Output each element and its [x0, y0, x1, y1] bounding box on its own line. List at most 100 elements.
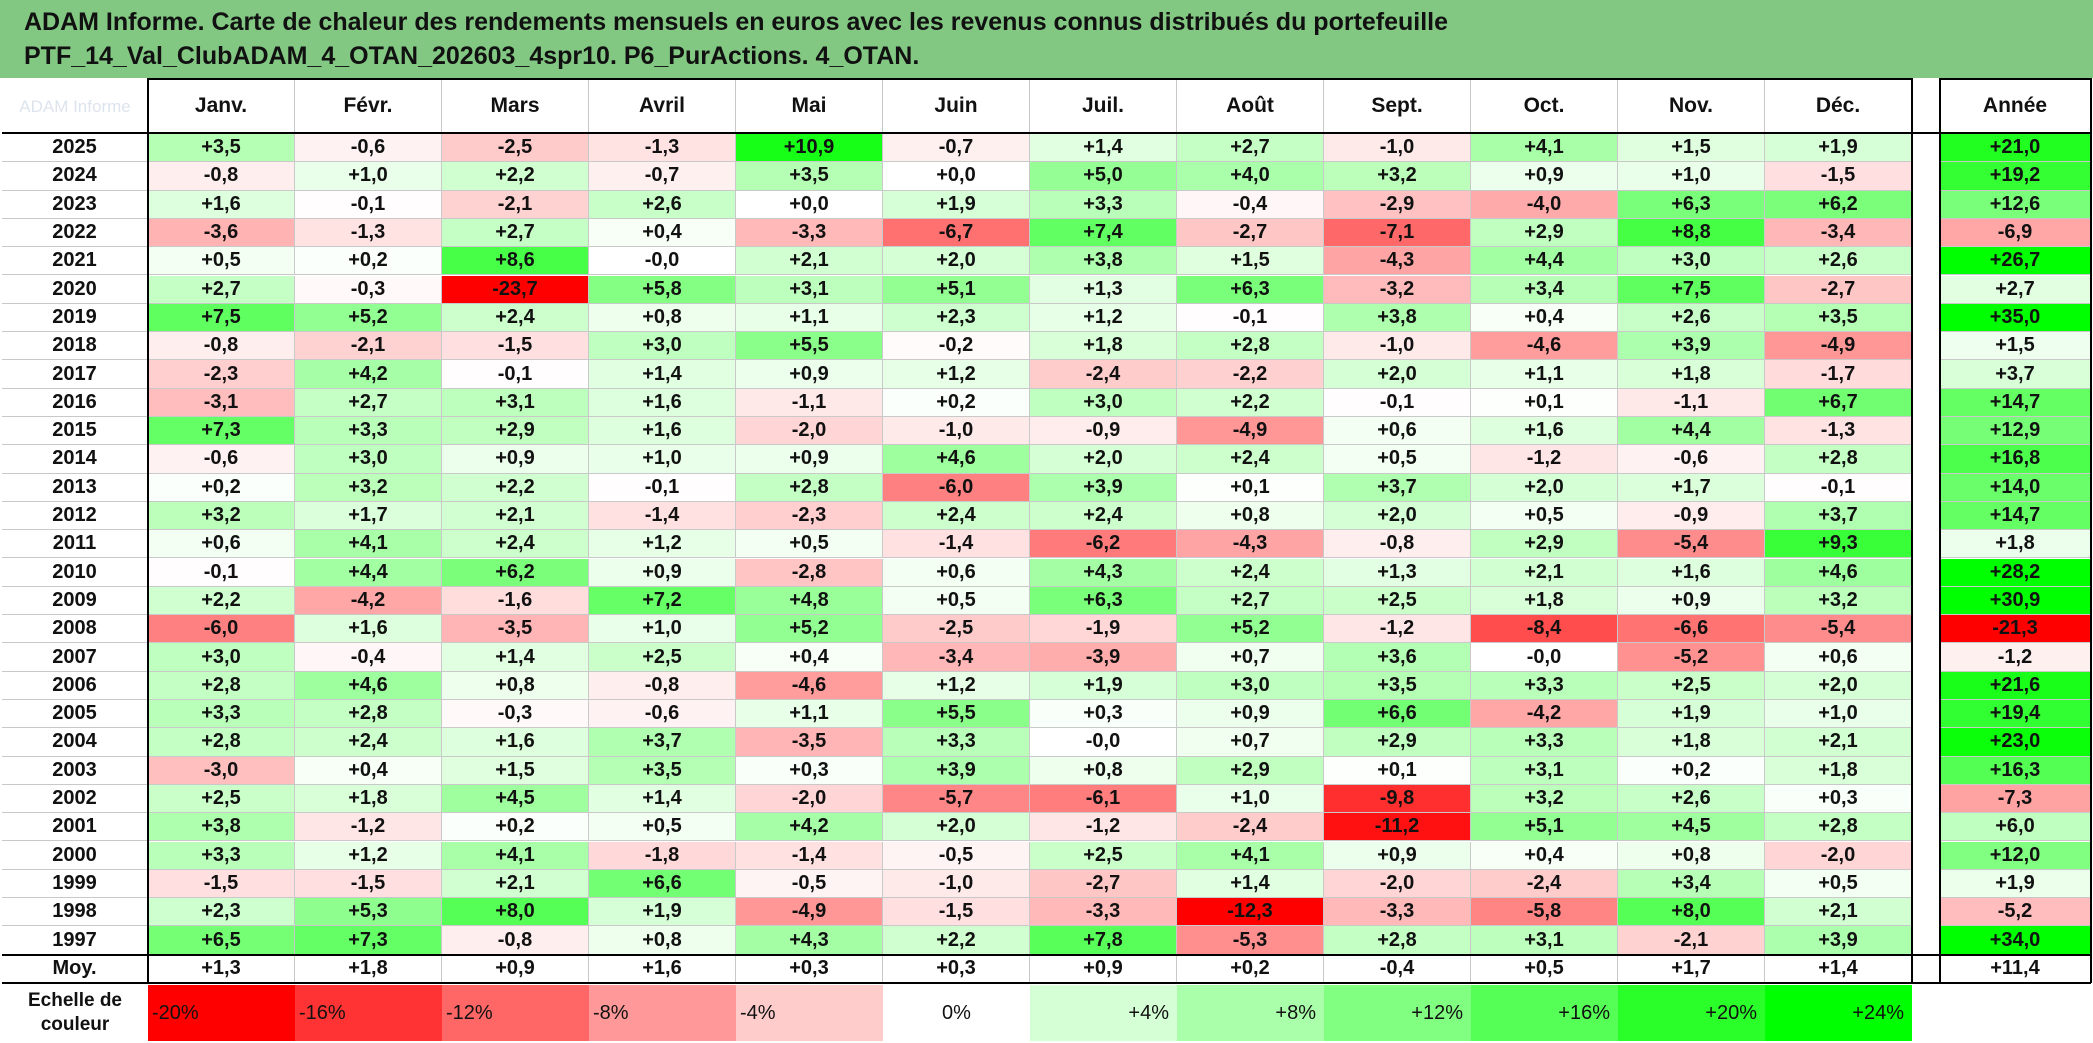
- heatmap-cell: +2,2: [442, 162, 589, 191]
- heatmap-cell: +1,7: [295, 501, 442, 531]
- heatmap-cell: +1,8: [1471, 586, 1618, 616]
- heatmap-cell: +4,2: [736, 813, 883, 842]
- heatmap-cell: -0,6: [295, 134, 442, 163]
- heatmap-cell: -2,4: [1471, 869, 1618, 899]
- heatmap-cell: -1,0: [1324, 332, 1471, 361]
- annual-cell: -1,2: [1940, 643, 2091, 672]
- heatmap-cell: +2,9: [442, 417, 589, 446]
- heatmap-cell: +2,5: [1618, 671, 1765, 700]
- column-header: Août: [1177, 78, 1324, 134]
- heatmap-cell: +5,8: [589, 275, 736, 304]
- heatmap-cell: -4,9: [736, 898, 883, 927]
- year-label: 2002: [2, 784, 148, 814]
- annual-cell: +34,0: [1940, 926, 2091, 955]
- color-scale-swatch: +4%: [1030, 985, 1177, 1041]
- heatmap-cell: +2,4: [295, 728, 442, 757]
- heatmap-cell: +0,2: [295, 247, 442, 276]
- heatmap-cell: +4,3: [736, 926, 883, 955]
- annual-left-border: [1939, 78, 1941, 983]
- annual-cell: +1,8: [1940, 530, 2091, 559]
- heatmap-cell: +6,2: [442, 558, 589, 587]
- year-label: 2025: [2, 134, 148, 163]
- color-scale-swatch: +8%: [1177, 985, 1324, 1041]
- year-label: 2021: [2, 247, 148, 276]
- color-scale-swatch: -16%: [295, 985, 442, 1041]
- heatmap-cell: +3,4: [1471, 275, 1618, 304]
- heatmap-cell: -1,7: [1765, 360, 1912, 389]
- heatmap-cell: +0,6: [1324, 417, 1471, 446]
- heatmap-cell: +7,5: [148, 303, 295, 333]
- year-label: 2004: [2, 728, 148, 757]
- heatmap-cell: -1,9: [1030, 615, 1177, 644]
- heatmap-cell: -2,7: [1030, 869, 1177, 899]
- heatmap-cell: +2,7: [295, 388, 442, 417]
- heatmap-cell: +0,9: [589, 558, 736, 587]
- annual-cell: +21,0: [1940, 134, 2091, 163]
- heatmap-cell: +2,9: [1177, 756, 1324, 785]
- heatmap-cell: -1,5: [883, 898, 1030, 927]
- heatmap-cell: +0,6: [1765, 643, 1912, 672]
- heatmap-cell: +5,1: [1471, 813, 1618, 842]
- heatmap-cell: +1,8: [1618, 360, 1765, 389]
- heatmap-cell: -6,0: [148, 615, 295, 644]
- heatmap-cell: -2,9: [1324, 190, 1471, 219]
- heatmap-cell: +0,3: [1030, 700, 1177, 729]
- heatmap-cell: -4,3: [1324, 247, 1471, 276]
- heatmap-cell: -2,2: [1177, 360, 1324, 389]
- heatmap-cell: +0,1: [1471, 388, 1618, 417]
- heatmap-cell: +0,4: [589, 218, 736, 248]
- average-cell: +0,3: [736, 954, 883, 983]
- heatmap-cell: +9,3: [1765, 530, 1912, 559]
- heatmap-cell: +7,2: [589, 586, 736, 616]
- annual-right-border: [2090, 78, 2092, 983]
- column-header: Déc.: [1765, 78, 1912, 134]
- heatmap-cell: -0,3: [295, 275, 442, 304]
- heatmap-cell: +3,5: [1765, 303, 1912, 333]
- heatmap-cell: +0,8: [589, 303, 736, 333]
- annual-cell: +30,9: [1940, 586, 2091, 616]
- heatmap-cell: -5,8: [1471, 898, 1618, 927]
- heatmap-cell: +1,0: [295, 162, 442, 191]
- heatmap-cell: +6,7: [1765, 388, 1912, 417]
- year-label: 2010: [2, 558, 148, 587]
- heatmap-cell: -2,4: [1030, 360, 1177, 389]
- heatmap-cell: +2,3: [148, 898, 295, 927]
- heatmap-cell: +2,0: [883, 813, 1030, 842]
- year-label: 2007: [2, 643, 148, 672]
- heatmap-cell: -1,0: [883, 869, 1030, 899]
- heatmap-cell: +3,0: [1618, 247, 1765, 276]
- heatmap-cell: +4,5: [442, 784, 589, 814]
- year-label: 2012: [2, 501, 148, 531]
- heatmap-cell: -2,3: [148, 360, 295, 389]
- annual-cell: +14,0: [1940, 473, 2091, 502]
- heatmap-cell: +2,8: [148, 671, 295, 700]
- heatmap-cell: +0,9: [736, 360, 883, 389]
- heatmap-cell: -11,2: [1324, 813, 1471, 842]
- heatmap-cell: +1,8: [1618, 728, 1765, 757]
- heatmap-cell: +0,9: [1618, 586, 1765, 616]
- annual-cell: +12,6: [1940, 190, 2091, 219]
- chart-title-line-1: ADAM Informe. Carte de chaleur des rende…: [24, 8, 1449, 36]
- color-scale-swatch: +12%: [1324, 985, 1471, 1041]
- heatmap-cell: -5,3: [1177, 926, 1324, 955]
- heatmap-cell: -3,4: [883, 643, 1030, 672]
- heatmap-cell: +4,6: [883, 445, 1030, 474]
- heatmap-cell: +2,8: [1765, 813, 1912, 842]
- annual-cell: +23,0: [1940, 728, 2091, 757]
- heatmap-cell: +3,2: [148, 501, 295, 531]
- heatmap-cell: -0,2: [883, 332, 1030, 361]
- heatmap-cell: +2,7: [1177, 134, 1324, 163]
- heatmap-cell: +0,5: [1324, 445, 1471, 474]
- heatmap-cell: -8,4: [1471, 615, 1618, 644]
- heatmap-cell: +1,4: [1030, 134, 1177, 163]
- heatmap-cell: +1,0: [589, 445, 736, 474]
- heatmap-cell: +0,3: [1765, 784, 1912, 814]
- heatmap-cell: -4,6: [1471, 332, 1618, 361]
- heatmap-cell: +1,8: [295, 784, 442, 814]
- heatmap-cell: +1,0: [1618, 162, 1765, 191]
- heatmap-cell: +5,2: [736, 615, 883, 644]
- annual-header-top-border: [1940, 78, 2091, 80]
- heatmap-cell: -2,0: [1324, 869, 1471, 899]
- heatmap-cell: +3,3: [1471, 671, 1618, 700]
- annual-column-header: Année: [1940, 78, 2091, 134]
